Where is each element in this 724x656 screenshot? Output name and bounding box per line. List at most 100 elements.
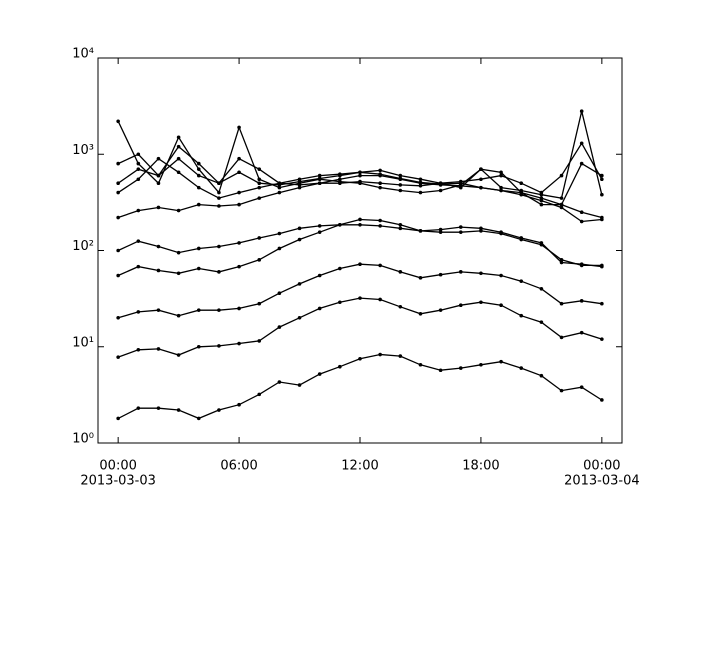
data-point <box>317 306 322 311</box>
x-tick-label: 18:00 <box>462 459 499 474</box>
data-point <box>156 156 161 161</box>
data-point <box>176 271 181 276</box>
data-point <box>257 301 262 306</box>
data-point <box>116 315 120 320</box>
data-point <box>156 205 161 210</box>
data-point <box>600 173 604 178</box>
data-point <box>237 264 241 269</box>
data-point <box>338 222 342 227</box>
data-point <box>257 392 262 397</box>
y-tick-label: 10² <box>72 239 94 254</box>
data-point <box>479 271 483 276</box>
data-point <box>600 177 604 182</box>
data-point <box>317 372 322 376</box>
data-point <box>196 344 201 349</box>
data-point <box>257 177 262 182</box>
data-point <box>196 246 201 251</box>
data-point <box>257 185 262 190</box>
data-point <box>559 173 564 178</box>
data-point <box>277 181 282 186</box>
data-point <box>559 260 564 265</box>
data-point <box>559 258 564 262</box>
data-point <box>438 368 443 373</box>
data-point <box>600 398 604 402</box>
data-point <box>358 296 362 300</box>
data-point <box>116 248 120 253</box>
x-tick-label: 2013-03-03 <box>80 474 156 489</box>
data-point <box>196 266 201 271</box>
data-point <box>499 273 503 278</box>
data-point <box>196 173 201 178</box>
data-point <box>176 208 181 213</box>
data-point <box>136 239 141 243</box>
data-point <box>479 226 483 231</box>
data-point <box>559 196 564 200</box>
data-point <box>237 125 241 130</box>
data-point <box>176 313 181 318</box>
data-point <box>297 177 302 182</box>
data-point <box>176 144 181 149</box>
data-point <box>600 215 604 220</box>
data-point <box>237 170 241 175</box>
data-point <box>176 135 181 140</box>
data-point <box>398 305 403 309</box>
data-point <box>539 287 544 291</box>
data-point <box>176 170 181 175</box>
data-point <box>196 202 201 207</box>
data-point <box>317 230 322 234</box>
data-point <box>196 185 201 190</box>
data-point <box>378 352 382 357</box>
x-tick-label: 06:00 <box>220 459 257 474</box>
data-point <box>297 315 302 320</box>
data-point <box>176 250 181 255</box>
data-point <box>579 219 584 224</box>
data-point <box>358 179 362 184</box>
data-point <box>317 181 322 186</box>
data-point <box>600 263 604 268</box>
data-point <box>378 218 382 223</box>
data-point <box>237 306 241 311</box>
data-point <box>418 180 423 185</box>
data-point <box>499 303 503 308</box>
data-point <box>358 217 362 222</box>
data-point <box>217 408 221 412</box>
data-point <box>156 406 161 410</box>
data-point <box>136 264 141 269</box>
data-point <box>156 181 161 186</box>
data-point <box>418 311 423 316</box>
y-tick-label: 10⁴ <box>72 47 94 62</box>
data-point <box>338 172 342 177</box>
data-point <box>136 152 141 157</box>
data-point <box>116 416 120 421</box>
data-point <box>237 156 241 161</box>
data-point <box>579 330 584 335</box>
data-point <box>116 190 120 195</box>
data-point <box>539 196 544 200</box>
data-point <box>519 181 524 186</box>
data-point <box>378 168 382 173</box>
data-point <box>358 170 362 175</box>
data-point <box>358 262 362 267</box>
data-point <box>499 170 503 175</box>
data-point <box>519 313 524 318</box>
data-point <box>378 181 382 186</box>
data-point <box>156 268 161 273</box>
data-point <box>458 366 463 370</box>
data-point <box>438 308 443 312</box>
data-point <box>237 402 241 407</box>
data-point <box>579 263 584 268</box>
data-point <box>600 337 604 341</box>
data-point <box>196 416 201 421</box>
data-point <box>277 185 282 190</box>
data-point <box>378 172 382 177</box>
data-point <box>217 196 221 200</box>
data-point <box>297 383 302 387</box>
data-point <box>136 406 141 410</box>
data-point <box>136 177 141 182</box>
x-tick-label: 00:00 <box>583 459 620 474</box>
data-point <box>499 173 503 178</box>
data-point <box>136 347 141 352</box>
data-point <box>217 244 221 249</box>
data-point <box>600 301 604 306</box>
